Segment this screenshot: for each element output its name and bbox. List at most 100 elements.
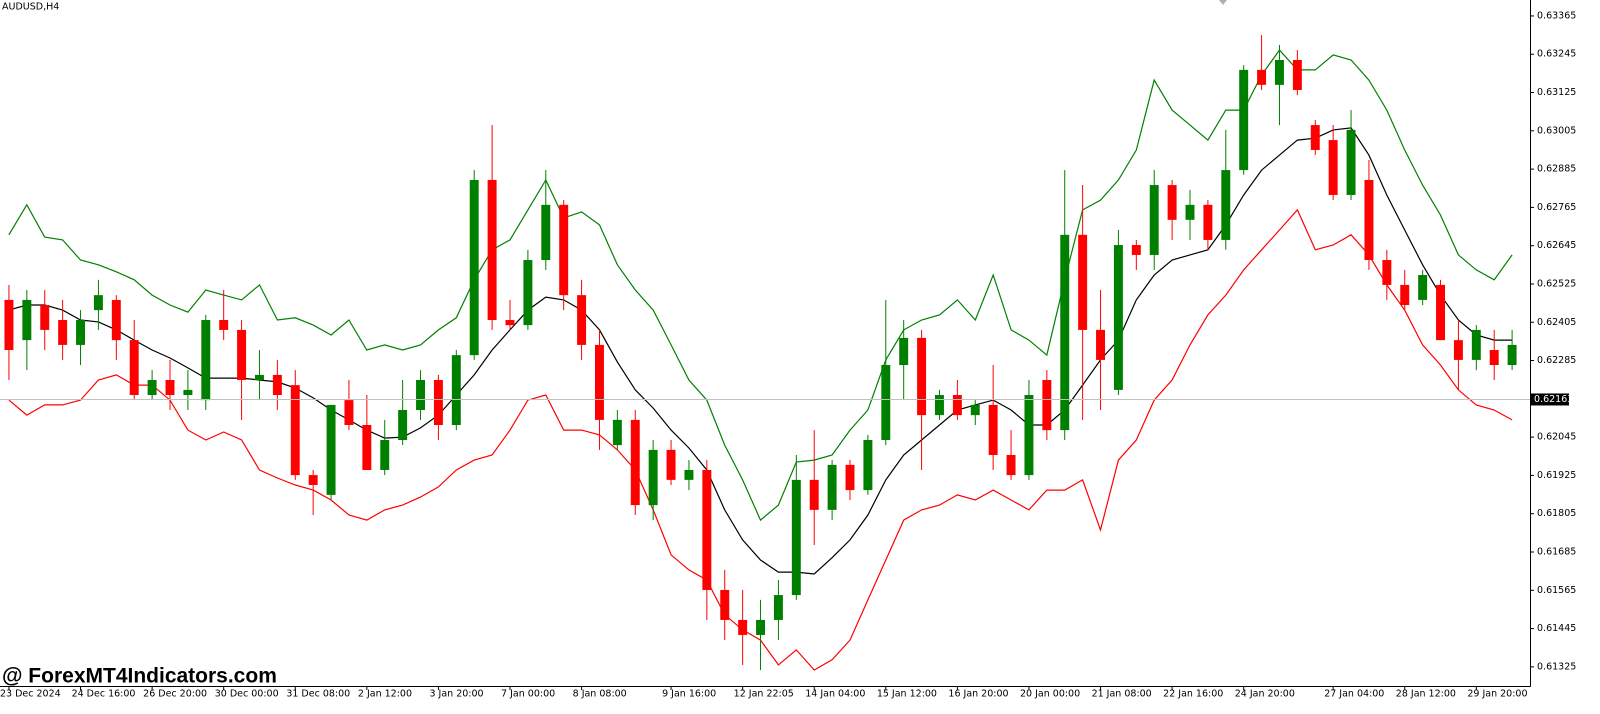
candle-body	[201, 320, 211, 401]
candle-body	[1221, 170, 1231, 240]
candle-body	[1239, 69, 1249, 171]
x-tick-label: 14 Jan 04:00	[805, 689, 865, 700]
candle-body	[577, 295, 587, 345]
candle-body	[1042, 380, 1052, 431]
x-tick-label: 7 Jan 00:00	[501, 689, 555, 700]
candle-body	[416, 380, 425, 411]
y-tick-label: 0.61685	[1537, 546, 1576, 557]
candle-body	[630, 419, 640, 506]
candle-body	[237, 329, 247, 381]
candle-body	[988, 404, 998, 455]
y-tick-label: 0.61445	[1537, 623, 1576, 634]
candle-body	[970, 404, 980, 416]
candle-body	[1310, 125, 1320, 150]
x-tick-label: 24 Dec 16:00	[72, 689, 136, 700]
candle-body	[952, 395, 962, 416]
x-tick-label: 22 Jan 16:00	[1163, 689, 1223, 700]
candle-body	[255, 374, 264, 381]
y-tick-label: 0.61805	[1537, 508, 1576, 519]
last-price-tag	[1531, 393, 1569, 406]
plot	[4, 35, 1517, 671]
candle-body	[40, 305, 50, 330]
candle-body	[1400, 284, 1410, 306]
y-tick-label: 0.63245	[1537, 49, 1576, 60]
watermark: @ ForexMT4Indicators.com	[2, 665, 277, 688]
x-tick-label: 20 Jan 00:00	[1020, 689, 1080, 700]
y-tick-label: 0.61325	[1537, 661, 1576, 672]
candle-body	[1149, 185, 1159, 255]
candle-body	[58, 320, 68, 345]
candle-body	[809, 479, 819, 510]
candle-body	[1167, 185, 1177, 220]
y-tick-label: 0.62525	[1537, 278, 1576, 289]
candle-body	[863, 439, 873, 491]
candle-body	[183, 389, 193, 396]
candle-body	[738, 619, 748, 635]
candle-body	[1328, 140, 1338, 195]
candle-body	[326, 404, 336, 495]
candle-body	[487, 179, 497, 321]
candle-body	[1060, 234, 1070, 431]
candle-body	[111, 299, 121, 341]
candle-body	[362, 425, 372, 470]
shift-marker	[1219, 0, 1227, 5]
x-tick-label: 12 Jan 22:05	[734, 689, 794, 700]
x-tick-label: 8 Jan 08:00	[573, 689, 627, 700]
candle-body	[559, 204, 569, 296]
symbol-title: AUDUSD,H4	[2, 2, 59, 13]
candle-body	[451, 355, 461, 426]
candle-body	[469, 179, 479, 356]
x-tick-label: 26 Dec 20:00	[143, 689, 207, 700]
candle-body	[1096, 329, 1105, 360]
candle-body	[398, 410, 408, 440]
x-tick-label: 23 Dec 2024	[0, 689, 61, 700]
candle-body	[505, 320, 515, 326]
y-tick-label: 0.63005	[1537, 125, 1576, 136]
candle-body	[881, 365, 891, 440]
candle-body	[845, 464, 855, 491]
candle-body	[1203, 204, 1213, 240]
y-tick-label: 0.62765	[1537, 202, 1576, 213]
x-tick-label: 27 Jan 04:00	[1324, 689, 1384, 700]
candle-body	[1006, 454, 1016, 476]
candle-body	[1275, 59, 1284, 85]
x-tick-label: 9 Jan 16:00	[662, 689, 716, 700]
candle-body	[1292, 59, 1302, 90]
x-tick-label: 16 Jan 20:00	[948, 689, 1008, 700]
candle-body	[1436, 284, 1445, 341]
x-tick-label: 3 Jan 20:00	[429, 689, 483, 700]
candle-body	[380, 439, 390, 470]
candle-body	[1489, 350, 1499, 366]
candle-body	[773, 595, 783, 620]
candle-body	[290, 385, 300, 476]
candle-body	[1113, 245, 1123, 390]
candle-body	[147, 380, 157, 396]
candle-body	[1257, 69, 1267, 85]
x-tick-label: 21 Jan 08:00	[1092, 689, 1152, 700]
candle-body	[1453, 340, 1463, 360]
candle-body	[76, 320, 85, 345]
y-tick-label: 0.62045	[1537, 432, 1576, 443]
y-tick-label: 0.62405	[1537, 317, 1576, 328]
candle-body	[756, 619, 765, 635]
x-tick-label: 31 Dec 08:00	[286, 689, 350, 700]
candle-body	[433, 380, 443, 426]
candle-body	[219, 320, 229, 330]
candle-body	[684, 469, 694, 480]
candle-body	[129, 340, 139, 396]
candle-body	[344, 400, 354, 426]
candle-body	[1364, 179, 1374, 261]
candle-body	[648, 449, 658, 506]
x-tick-label: 30 Dec 00:00	[215, 689, 279, 700]
candle-body	[827, 464, 837, 510]
candle-body	[523, 260, 533, 326]
y-tick-label: 0.63125	[1537, 87, 1576, 98]
candle-body	[541, 204, 551, 261]
last-price-label: 0.62163	[1534, 394, 1573, 405]
candle-body	[1131, 245, 1141, 255]
y-tick-label: 0.62285	[1537, 355, 1576, 366]
candle-body	[1418, 275, 1428, 300]
x-tick-label: 29 Jan 20:00	[1467, 689, 1527, 700]
candle-body	[702, 469, 712, 590]
